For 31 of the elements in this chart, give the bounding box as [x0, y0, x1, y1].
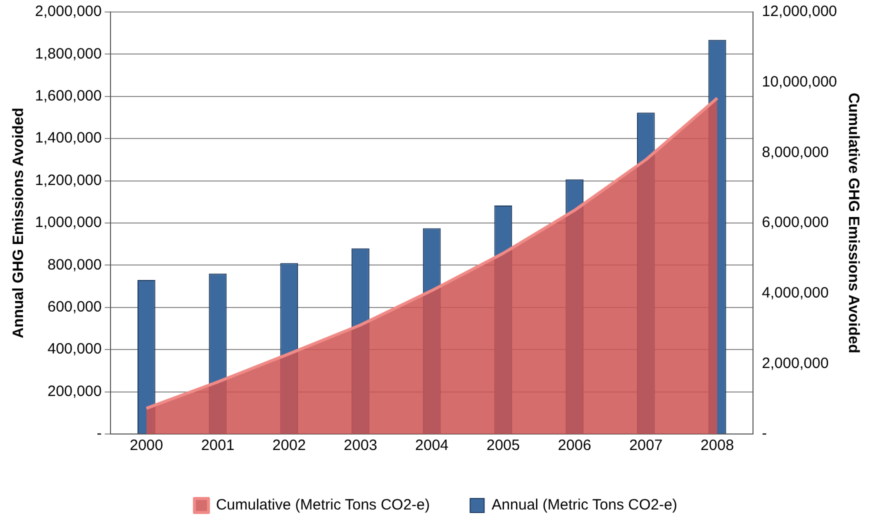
y2-tick-label: 8,000,000 [762, 144, 829, 161]
y-tick-label: 200,000 [47, 382, 102, 400]
y2-tick-label: 4,000,000 [762, 284, 829, 302]
x-tick-label: 2004 [415, 437, 449, 454]
x-tick-label: 2006 [558, 437, 592, 454]
y-tick-label: - [96, 425, 102, 442]
y-tick-label: 1,400,000 [34, 130, 102, 147]
y-tick-label: 800,000 [47, 256, 102, 274]
x-tick-label: 2008 [700, 437, 734, 454]
x-tick-label: 2005 [486, 437, 520, 454]
y2-tick-label: 2,000,000 [762, 354, 829, 372]
y2-tick-label: - [762, 425, 767, 442]
y-tick-label: 400,000 [47, 340, 102, 358]
y-tick-label: 600,000 [47, 298, 102, 316]
x-tick-label: 2000 [130, 437, 164, 454]
y-tick-label: 2,000,000 [34, 3, 102, 20]
y-tick-label: 1,800,000 [34, 45, 102, 62]
y-tick-label: 1,600,000 [34, 88, 102, 105]
x-tick-label: 2003 [344, 437, 378, 454]
legend-label: Annual (Metric Tons CO2-e) [492, 496, 678, 514]
y-axis-title: Annual GHG Emissions Avoided [10, 108, 28, 338]
y-tick-label: 1,200,000 [34, 172, 102, 189]
y2-tick-label: 6,000,000 [762, 214, 829, 232]
y2-axis-title: Cumulative GHG Emissions Avoided [844, 92, 862, 354]
y2-tick-label: 10,000,000 [762, 73, 838, 90]
y-tick-label: 1,000,000 [34, 214, 102, 232]
x-tick-label: 2002 [272, 437, 306, 454]
legend-label: Cumulative (Metric Tons CO2-e) [216, 496, 430, 514]
y2-tick-label: 12,000,000 [762, 3, 838, 20]
x-tick-label: 2007 [629, 437, 663, 454]
x-tick-label: 2001 [201, 437, 234, 454]
